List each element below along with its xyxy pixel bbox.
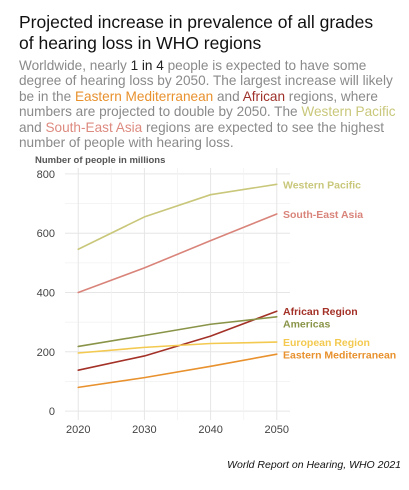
subtitle-highlight-sear: South-East Asia — [45, 119, 143, 135]
subtitle-highlight-emr: Eastern Mediterranean — [74, 88, 214, 104]
y-axis-label: Number of people in millions — [35, 155, 165, 166]
x-tick-label: 2020 — [66, 424, 90, 436]
series-line-european-region — [77, 341, 278, 354]
series-line-eastern-mediterranean — [77, 353, 278, 389]
series-label: European Region — [283, 337, 370, 349]
series-label: Western Pacific — [283, 179, 361, 191]
series-labels: Western Pacific South-East Asia African Re… — [283, 179, 396, 361]
subtitle-text-3: and — [213, 88, 243, 104]
line-chart: Number of people in millions 0 200 400 600 8… — [35, 155, 396, 436]
y-tick-label: 200 — [37, 347, 55, 359]
series-line-americas — [77, 316, 278, 348]
x-axis-ticks: 2020 2030 2040 2050 — [66, 424, 289, 436]
series-line-south-east-asia — [77, 213, 278, 294]
chart-title: Projected increase in prevalence of all … — [19, 12, 374, 53]
x-tick-label: 2040 — [198, 424, 222, 436]
subtitle-highlight-afr: African — [242, 88, 286, 104]
series-label: South-East Asia — [283, 209, 363, 221]
subtitle-text-5: and — [19, 119, 46, 135]
y-tick-label: 400 — [37, 288, 55, 300]
x-tick-label: 2030 — [132, 424, 156, 436]
series-label: Eastern Mediterranean — [283, 350, 396, 362]
series-label: African Region — [283, 306, 358, 318]
subtitle-text-2: people is expected to have some degree o… — [19, 58, 393, 104]
y-axis-ticks: 0 200 400 600 800 — [37, 169, 55, 418]
x-tick-label: 2050 — [265, 424, 289, 436]
series-label: Americas — [283, 319, 330, 331]
y-tick-label: 0 — [49, 406, 55, 418]
chart-subtitle: Worldwide, nearly 1 in 4 people is expec… — [19, 58, 404, 150]
gridlines — [65, 168, 290, 420]
series-line-western-pacific — [77, 183, 278, 251]
subtitle-text-1: Worldwide, nearly — [19, 58, 131, 73]
y-tick-label: 800 — [37, 169, 55, 181]
series-lines — [77, 183, 278, 389]
subtitle-highlight-ratio: 1 in 4 — [130, 58, 164, 73]
subtitle-text-4: regions, where numbers are projected to … — [19, 88, 378, 120]
source-caption: World Report on Hearing, WHO 2021 — [227, 459, 401, 471]
subtitle-highlight-wpr: Western Pacific — [301, 104, 396, 120]
subtitle-text-6: regions are expected to see the highest … — [19, 119, 385, 151]
y-tick-label: 600 — [37, 228, 55, 240]
